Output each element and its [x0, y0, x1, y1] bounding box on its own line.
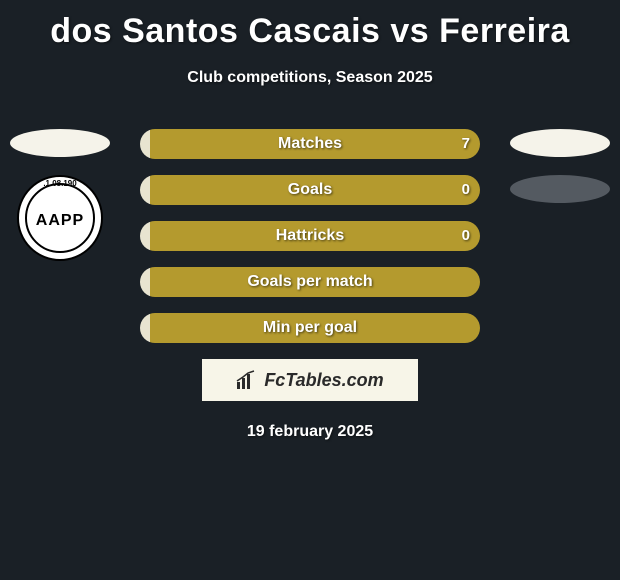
date-text: 19 february 2025 [0, 423, 620, 441]
right-club-logo-placeholder [510, 175, 610, 203]
stat-row: Matches7 [140, 129, 480, 159]
watermark-text: FcTables.com [264, 370, 383, 391]
stat-label: Matches [140, 129, 480, 159]
left-club-logo: .1.08.190 AAPP [17, 175, 103, 261]
stat-row: Goals per match [140, 267, 480, 297]
left-player-column: .1.08.190 AAPP [10, 129, 110, 261]
stat-value-right: 7 [462, 129, 470, 159]
stat-row: Goals0 [140, 175, 480, 205]
stat-label: Goals per match [140, 267, 480, 297]
stat-value-right: 0 [462, 221, 470, 251]
watermark-chart-icon [236, 370, 258, 390]
stat-label: Min per goal [140, 313, 480, 343]
watermark: FcTables.com [202, 359, 418, 401]
stats-bars: Matches7Goals0Hattricks0Goals per matchM… [140, 129, 480, 343]
comparison-content: .1.08.190 AAPP Matches7Goals0Hattricks0G… [0, 129, 620, 441]
stat-value-right: 0 [462, 175, 470, 205]
stat-label: Goals [140, 175, 480, 205]
right-player-photo-placeholder [510, 129, 610, 157]
club-logo-text: AAPP [36, 212, 84, 230]
right-player-column [510, 129, 610, 221]
page-title: dos Santos Cascais vs Ferreira [0, 0, 620, 51]
left-player-photo-placeholder [10, 129, 110, 157]
subtitle: Club competitions, Season 2025 [0, 69, 620, 87]
stat-label: Hattricks [140, 221, 480, 251]
stat-row: Hattricks0 [140, 221, 480, 251]
stat-row: Min per goal [140, 313, 480, 343]
